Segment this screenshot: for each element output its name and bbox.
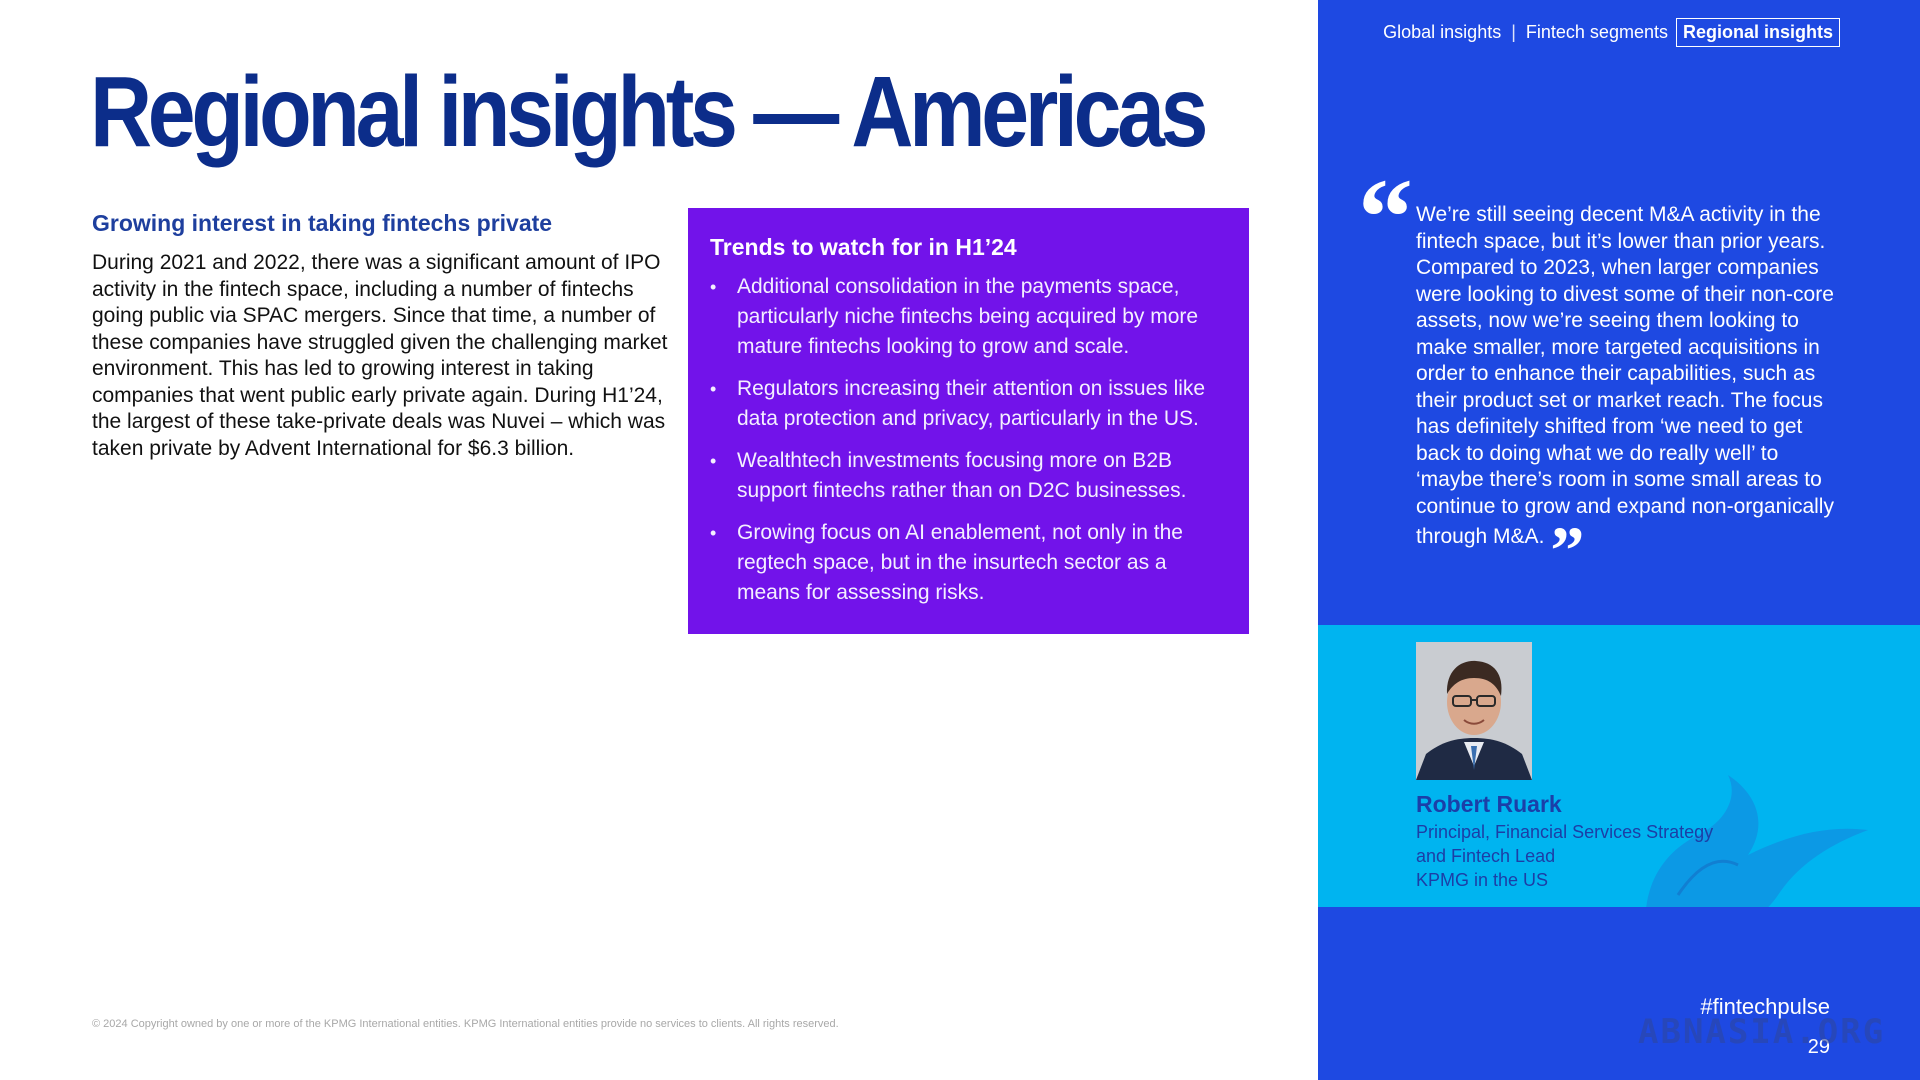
trends-list: • Additional consolidation in the payment… — [710, 272, 1227, 608]
nav-global-insights[interactable]: Global insights — [1383, 22, 1502, 42]
trend-item: • Additional consolidation in the payment… — [710, 272, 1227, 362]
trends-box: Trends to watch for in H1’24 • Additional… — [688, 208, 1249, 634]
copyright-notice: © 2024 Copyright owned by one or more of… — [92, 1018, 839, 1030]
person-title: Principal, Financial Services Strategy a… — [1416, 822, 1714, 890]
portrait-photo — [1416, 642, 1532, 780]
bullet-icon: • — [710, 523, 717, 543]
trend-text: Additional consolidation in the payments… — [737, 275, 1199, 358]
close-quote-icon: ” — [1550, 512, 1585, 588]
trend-item: • Growing focus on AI enablement, not onl… — [710, 518, 1227, 608]
site-watermark: ABNASIA.ORG — [1638, 1012, 1886, 1052]
bullet-icon: • — [710, 277, 717, 297]
quote-body: We’re still seeing decent M&A activity i… — [1416, 203, 1834, 548]
section-body: During 2021 and 2022, there was a signif… — [92, 251, 668, 460]
page-title: Regional insights — Americas — [90, 56, 1208, 168]
trend-text: Wealthtech investments focusing more on … — [737, 449, 1187, 502]
page-number: 29 — [1807, 1036, 1830, 1058]
griffin-watermark-icon — [1646, 775, 1868, 907]
trend-text: Growing focus on AI enablement, not only… — [737, 521, 1183, 604]
open-quote-icon: “ — [1358, 156, 1413, 278]
bullet-icon: • — [710, 379, 717, 399]
person-avatar-icon — [1416, 642, 1532, 780]
trend-item: • Wealthtech investments focusing more on… — [710, 446, 1227, 506]
person-name: Robert Ruark — [1416, 791, 1562, 817]
trend-item: • Regulators increasing their attention o… — [710, 374, 1227, 434]
nav-separator: | — [1511, 22, 1516, 42]
private-section: Growing interest in taking fintechs priv… — [92, 208, 672, 462]
profile-band: Robert Ruark Principal, Financial Servic… — [1318, 625, 1920, 907]
hashtag: #fintechpulse — [1700, 994, 1830, 1019]
nav-fintech-segments[interactable]: Fintech segments — [1525, 22, 1668, 42]
nav-regional-insights[interactable]: Regional insights — [1675, 18, 1840, 47]
trend-text: Regulators increasing their attention on… — [737, 377, 1206, 430]
quote-text: We’re still seeing decent M&A activity i… — [1416, 202, 1846, 584]
section-heading: Growing interest in taking fintechs priv… — [92, 210, 553, 236]
bullet-icon: • — [710, 451, 717, 471]
top-navigation: Global insights | Fintech segments Regio… — [1383, 18, 1840, 47]
trends-heading: Trends to watch for in H1’24 — [710, 234, 1017, 260]
